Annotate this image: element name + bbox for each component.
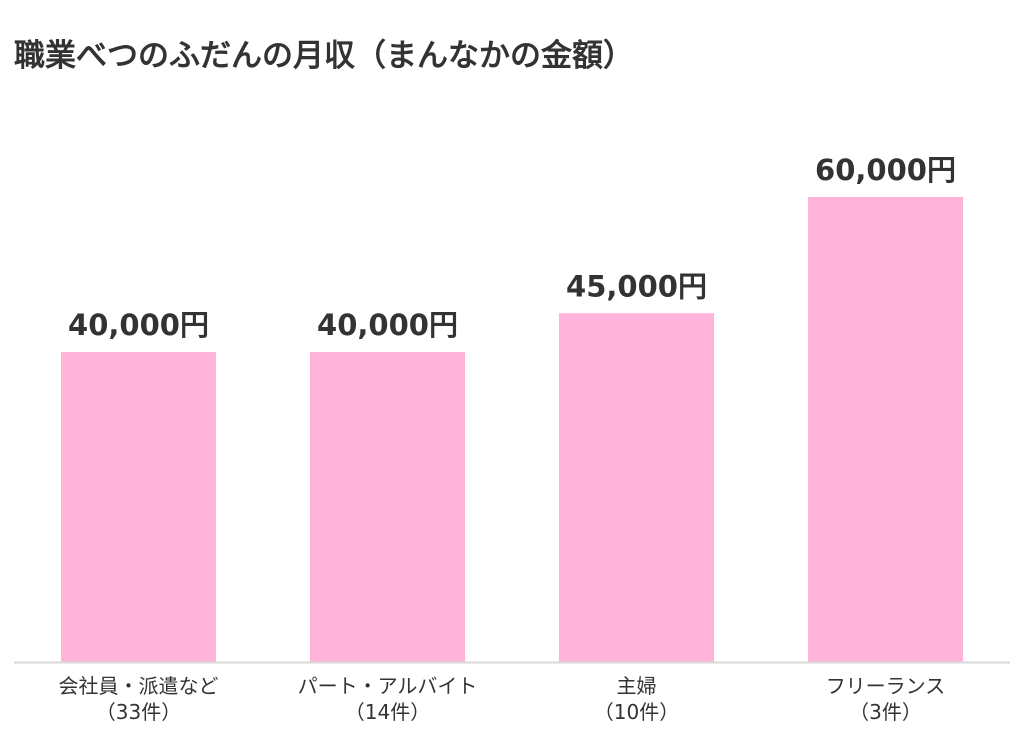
category-label: フリーランス xyxy=(826,674,946,698)
category-count-label: （33件） xyxy=(96,700,181,724)
category-label: 主婦 xyxy=(617,674,657,698)
category-count-label: （3件） xyxy=(849,700,922,724)
category-label: パート・アルバイト xyxy=(298,674,478,698)
data-label: 40,000円 xyxy=(68,308,209,342)
category-count-label: （14件） xyxy=(345,700,430,724)
bar xyxy=(61,352,216,662)
data-label: 60,000円 xyxy=(815,153,956,187)
bar xyxy=(310,352,465,662)
data-label: 40,000円 xyxy=(317,308,458,342)
category-count-label: （10件） xyxy=(594,700,679,724)
bar xyxy=(559,313,714,662)
chart-title: 職業べつのふだんの月収（まんなかの金額） xyxy=(14,38,634,74)
bar xyxy=(808,197,963,662)
data-label: 45,000円 xyxy=(566,269,707,303)
category-label: 会社員・派遣など xyxy=(59,674,219,698)
